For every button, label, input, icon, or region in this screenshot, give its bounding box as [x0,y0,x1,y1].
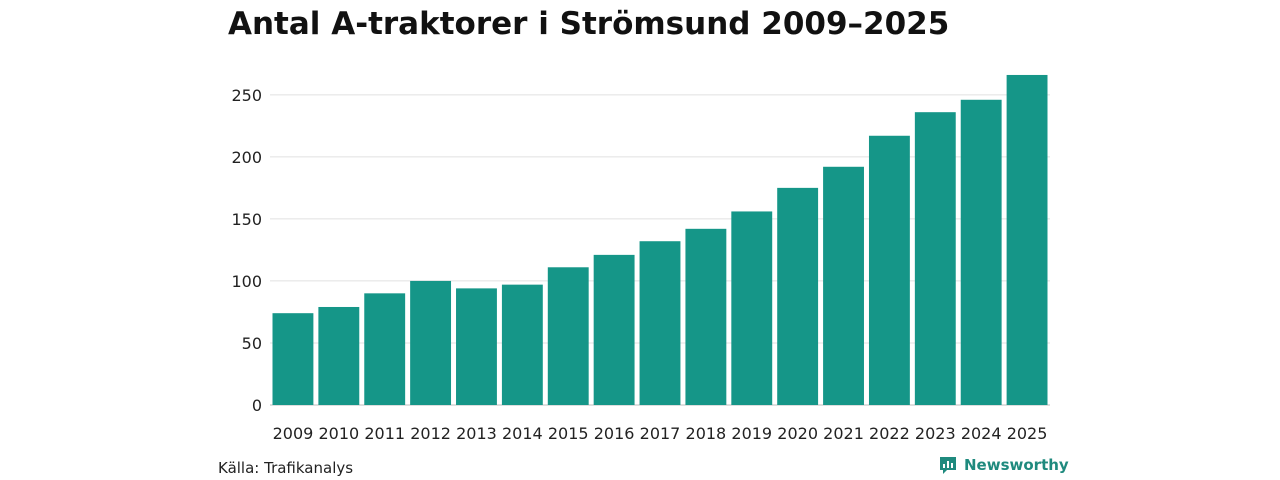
x-tick-label: 2025 [1007,424,1048,443]
bar-2022 [868,135,910,405]
x-axis: 2009 2010 2011 2012 2013 2014 2015 2016 2017 2018… [273,424,1048,443]
brand[interactable]: Newsworthy [938,455,1069,475]
x-tick-label: 2016 [594,424,635,443]
x-tick-label: 2022 [869,424,910,443]
x-tick-label: 2014 [502,424,543,443]
bar-2021 [823,166,864,405]
bar-2020 [777,187,819,405]
x-tick-label: 2015 [548,424,589,443]
x-tick-label: 2018 [686,424,727,443]
x-tick-label: 2009 [273,424,314,443]
y-tick-label: 200 [231,148,262,167]
bar-2013 [456,288,497,405]
brand-name: Newsworthy [964,456,1069,474]
chart-title: Antal A-traktorer i Strömsund 2009–2025 [228,6,950,42]
y-tick-label: 150 [231,210,262,229]
bar-2019 [731,211,773,405]
y-tick-label: 50 [242,334,262,353]
bars [272,74,1048,406]
bar-2024 [960,99,1002,406]
x-tick-label: 2010 [318,424,359,443]
bar-2015 [547,267,589,405]
bar-2011 [364,293,406,405]
x-tick-label: 2013 [456,424,497,443]
x-tick-label: 2012 [410,424,451,443]
x-tick-label: 2024 [961,424,1002,443]
newsworthy-logo-icon [940,457,956,474]
bar-2012 [410,280,452,405]
x-tick-label: 2019 [731,424,772,443]
bar-2017 [639,241,681,405]
source-note: Källa: Trafikanalys [218,459,354,477]
y-tick-label: 250 [231,86,262,105]
bar-2018 [685,228,727,405]
bar-2025 [1006,74,1048,406]
bar-2014 [501,284,543,405]
x-tick-label: 2020 [777,424,818,443]
x-tick-label: 2023 [915,424,956,443]
bar-2010 [318,306,360,405]
x-tick-label: 2017 [640,424,681,443]
y-tick-label: 0 [252,396,262,415]
bar-2016 [593,254,635,405]
x-tick-label: 2011 [364,424,405,443]
bar-2023 [914,112,956,406]
x-tick-label: 2021 [823,424,864,443]
y-tick-label: 100 [231,272,262,291]
y-axis: 0 50 100 150 200 250 [231,86,262,415]
bar-2009 [272,313,314,405]
